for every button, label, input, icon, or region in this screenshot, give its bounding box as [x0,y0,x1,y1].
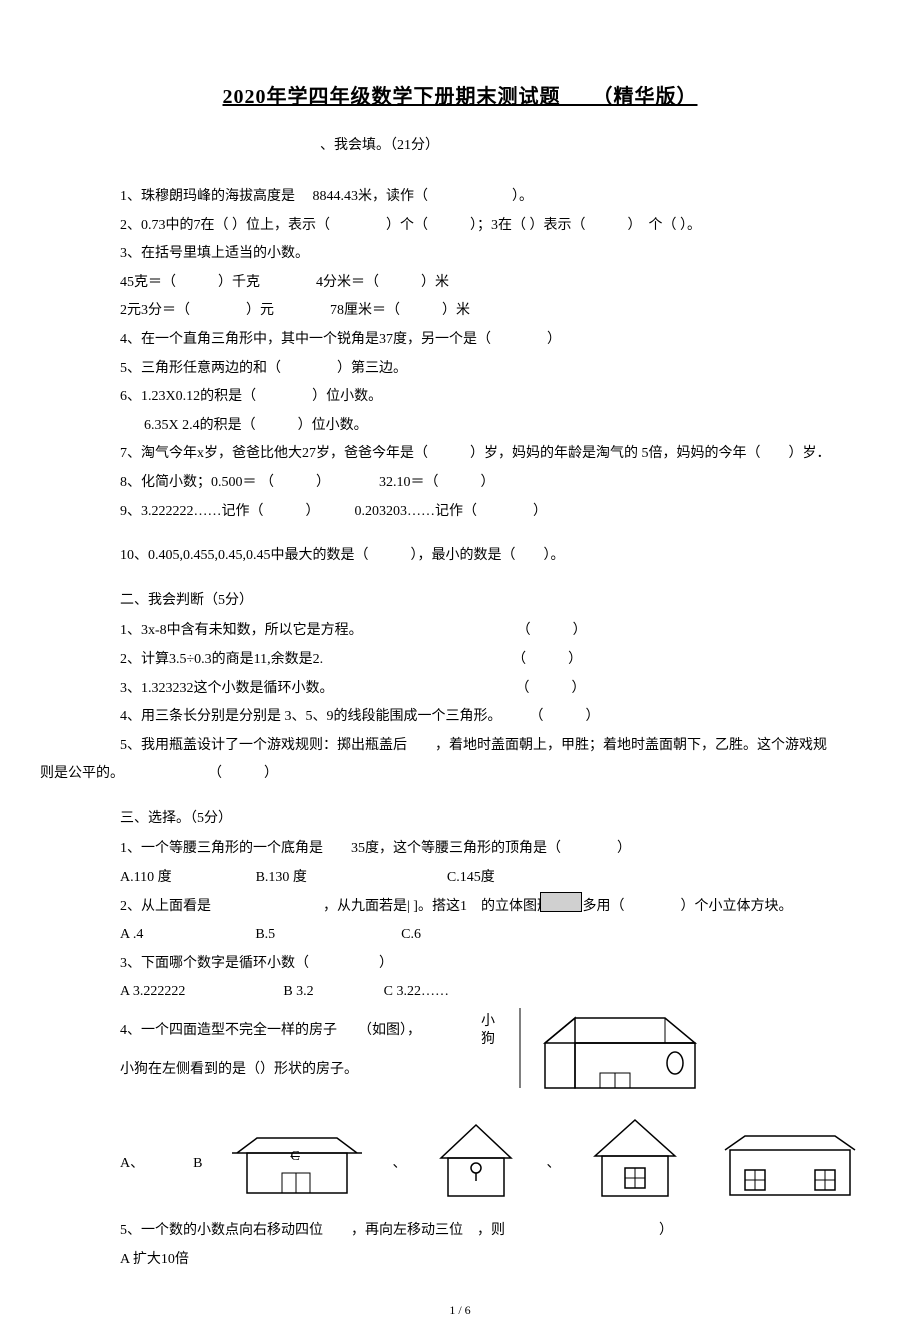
house-option-2-icon [436,1123,516,1198]
q3-2-text: 2、从上面看是 ，从九面若是| ]。搭这1 的立体图形一,最多用（ ）个小立体方… [120,899,792,914]
q1-3a: 45克＝（ ）千克 4分米＝（ ）米 [120,270,880,297]
q3-3: 3、下面哪个数字是循环小数（ ） [120,951,880,978]
section3-heading: 三、选择。（5分） [120,806,880,833]
house-option-4-icon [720,1128,860,1198]
q1-10: 10、0.405,0.455,0.45,0.45中最大的数是（ ），最小的数是（… [120,543,880,570]
q1-1: 1、珠穆朗玛峰的海拔高度是 8844.43米，读作（ ）。 [120,184,880,211]
q1-6b: 6.35X 2.4的积是（ ）位小数。 [120,413,880,440]
q2-5a: 5、我用瓶盖设计了一个游戏规则：掷出瓶盖后 ，着地时盖面朝上，甲胜；着地时盖面朝… [120,733,880,760]
sep1: 、 [392,1151,406,1198]
q3-3-opts: A 3.222222 B 3.2 C 3.22…… [120,979,880,1006]
q1-3b: 2元3分＝（ ）元 78厘米＝（ ）米 [120,298,880,325]
q2-1: 1、3x-8中含有未知数，所以它是方程。 （ ） [120,618,880,645]
q1-8: 8、化简小数；0.500＝ （ ） 32.10＝（ ） [120,470,880,497]
q1-6a: 6、1.23X0.12的积是（ ）位小数。 [120,384,880,411]
page-number: 1 / 6 [40,1303,880,1318]
q1-5: 5、三角形任意两边的和（ ）第三边。 [120,356,880,383]
section1-heading: 、我会填。（21分） [140,134,880,154]
house-3d-icon [515,1008,715,1098]
q3-4b: 小狗在左侧看到的是（）形状的房子。 [120,1057,421,1084]
q1-9: 9、3.222222……记作（ ） 0.203203……记作（ ） [120,499,880,526]
q3-5: 5、一个数的小数点向右移动四位 ，再向左移动三位 ，则 ） [120,1218,880,1245]
section2-heading: 二、我会判断（5分） [120,588,880,615]
opt-c-label: C [290,1144,299,1171]
q1-7: 7、淘气今年x岁，爸爸比他大27岁，爸爸今年是（ ）岁，妈妈的年龄是淘气的 5倍… [120,441,880,468]
q1-2: 2、0.73中的7在（ ）位上，表示（ ）个（ ）；3在（ ）表示（ ） 个（ … [120,213,880,240]
dog-label-2: 狗 [481,1031,495,1049]
q2-5b: 则是公平的。 （ ） [40,761,880,788]
dog-label-1: 小 [481,1013,495,1031]
q1-3: 3、在括号里填上适当的小数。 [120,241,880,268]
q3-2-opts: A .4 B.5 C.6 [120,922,880,949]
q3-5a: A 扩大10倍 [120,1247,880,1274]
dog-label: 小 狗 [481,1013,495,1049]
exam-title: 2020年学四年级数学下册期末测试题 （精华版） [40,80,880,109]
opt-ab-label: A、 B [120,1151,202,1198]
q2-2: 2、计算3.5÷0.3的商是11,余数是2. （ ） [120,647,880,674]
q3-2: 2、从上面看是 ，从九面若是| ]。搭这1 的立体图形一,最多用（ ）个小立体方… [120,894,880,921]
house-option-3-icon [590,1118,680,1198]
q2-3: 3、1.323232这个小数是循环小数。 （ ） [120,676,880,703]
q3-4-options: A、 B C 、 、 [120,1118,880,1198]
q3-4a: 4、一个四面造型不完全一样的房子 （如图）， [120,1018,421,1045]
sep2: 、 [546,1151,560,1198]
q2-4: 4、用三条长分别是分别是 3、5、9的线段能围成一个三角形。 （ ） [120,704,880,731]
house-option-c-icon: C [232,1128,362,1198]
cube-shape-icon [540,892,582,912]
q3-1: 1、一个等腰三角形的一个底角是 35度，这个等腰三角形的顶角是（ ） [120,836,880,863]
q1-4: 4、在一个直角三角形中，其中一个锐角是37度，另一个是（ ） [120,327,880,354]
q3-1-opts: A.110 度 B.130 度 C.145度 [120,865,880,892]
